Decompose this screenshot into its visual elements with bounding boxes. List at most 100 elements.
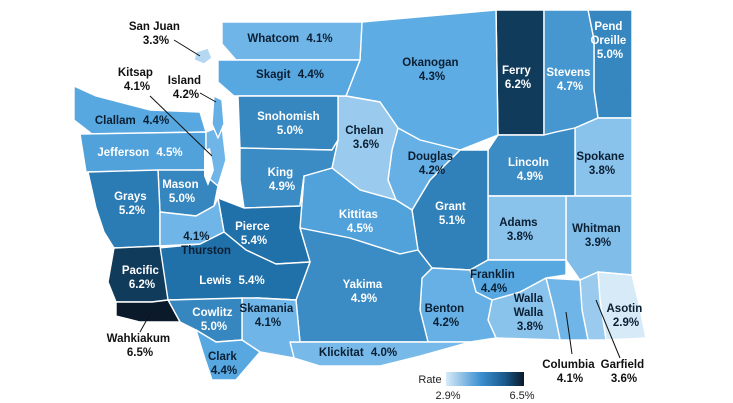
clallam-name: Clallam [95, 115, 136, 127]
label-cowlitz: Cowlitz 5.0% [192, 307, 235, 333]
label-columbia: Columbia 4.1% [542, 359, 598, 385]
lincoln-rate: 4.9% [517, 171, 543, 183]
benton-rate: 4.2% [433, 317, 459, 329]
wahkiakum-rate: 6.5% [127, 347, 153, 359]
label-san-juan: San Juan 3.3% [129, 21, 183, 47]
label-kittitas: Kittitas 4.5% [339, 209, 381, 235]
douglas-rate: 4.2% [419, 165, 445, 177]
garfield-rate: 3.6% [611, 373, 637, 385]
island-name: Island [168, 75, 201, 87]
clallam-rate: 4.4% [143, 115, 169, 127]
skamania-name: Skamania [240, 303, 294, 315]
county-san-juan[interactable] [193, 47, 213, 65]
label-pacific: Pacific 6.2% [122, 265, 162, 291]
label-lewis: Lewis 5.4% [199, 275, 264, 287]
hood-canal-water [204, 148, 214, 186]
county-clark[interactable] [195, 329, 261, 381]
kittitas-name: Kittitas [339, 209, 378, 221]
ferry-rate: 6.2% [505, 79, 531, 91]
label-benton: Benton 4.2% [425, 303, 468, 329]
walla-walla-name-1: Walla [514, 293, 544, 305]
label-klickitat: Klickitat 4.0% [319, 347, 397, 359]
label-lincoln: Lincoln 4.9% [508, 157, 552, 183]
walla-walla-rate: 3.8% [517, 321, 543, 333]
label-pend-oreille: Pend Oreille 5.0% [590, 21, 629, 61]
pacific-name: Pacific [122, 265, 160, 277]
garfield-name: Garfield [601, 359, 644, 371]
lewis-rate: 5.4% [238, 275, 264, 287]
county-thurston[interactable] [159, 197, 225, 247]
label-thurston: 4.1% Thurston [181, 231, 231, 257]
leader-kitsap [149, 95, 213, 157]
label-skagit: Skagit 4.4% [256, 69, 324, 81]
okanogan-name: Okanogan [402, 57, 458, 69]
benton-name: Benton [425, 303, 465, 315]
county-shapes [73, 9, 647, 381]
kittitas-rate: 4.5% [347, 223, 373, 235]
cowlitz-rate: 5.0% [201, 321, 227, 333]
columbia-rate: 4.1% [557, 373, 583, 385]
douglas-name: Douglas [408, 151, 453, 163]
san-juan-name: San Juan [129, 21, 180, 33]
pend-oreille-name-2: Oreille [590, 35, 626, 47]
leader-island [199, 92, 217, 103]
label-king: King 4.9% [268, 167, 297, 193]
thurston-name: Thurston [181, 245, 231, 257]
leader-garfield [595, 299, 621, 359]
county-snohomish[interactable] [237, 95, 339, 151]
pacific-rate: 6.2% [129, 279, 155, 291]
label-whatcom: Whatcom 4.1% [247, 33, 332, 45]
legend-min-label: 2.9% [435, 390, 460, 402]
grays-harbor-name: Grays [114, 191, 147, 203]
label-yakima: Yakima 4.9% [343, 279, 386, 305]
label-wahkiakum: Wahkiakum 6.5% [107, 333, 174, 359]
label-garfield: Garfield 3.6% [601, 359, 648, 385]
lincoln-name: Lincoln [508, 157, 549, 169]
skamania-rate: 4.1% [255, 317, 281, 329]
lewis-name: Lewis [199, 275, 231, 287]
pierce-name: Pierce [235, 221, 270, 233]
leader-san-juan [173, 39, 201, 57]
jefferson-rate: 4.5% [156, 147, 182, 159]
grant-rate: 5.1% [439, 215, 465, 227]
label-jefferson: Jefferson 4.5% [97, 147, 182, 159]
san-juan-rate: 3.3% [143, 35, 169, 47]
label-ferry: Ferry 6.2% [502, 65, 534, 91]
pierce-rate: 5.4% [241, 235, 267, 247]
whitman-name: Whitman [572, 223, 621, 235]
island-rate: 4.2% [173, 89, 199, 101]
legend: Rate 2.9% 6.5% [418, 372, 535, 402]
label-island: Island 4.2% [168, 75, 204, 101]
clark-name: Clark [208, 351, 237, 363]
label-pierce: Pierce 5.4% [235, 221, 273, 247]
county-wahkiakum[interactable] [115, 299, 181, 323]
chelan-rate: 3.6% [353, 139, 379, 151]
label-grays-harbor: Grays 5.2% [114, 191, 150, 217]
mason-name: Mason [162, 179, 198, 191]
whitman-rate: 3.9% [585, 237, 611, 249]
county-klickitat[interactable] [289, 341, 471, 367]
stevens-rate: 4.7% [557, 81, 583, 93]
kitsap-rate: 4.1% [124, 81, 150, 93]
jefferson-name: Jefferson [97, 147, 149, 159]
county-labels: San Juan 3.3% Kitsap 4.1% Island 4.2% Wh… [95, 21, 648, 385]
county-island[interactable] [211, 95, 225, 139]
kitsap-name: Kitsap [118, 67, 153, 79]
label-skamania: Skamania 4.1% [240, 303, 297, 329]
asotin-name: Asotin [607, 303, 643, 315]
chelan-name: Chelan [345, 125, 383, 137]
pend-oreille-name-1: Pend [594, 21, 622, 33]
klickitat-rate: 4.0% [371, 347, 397, 359]
skagit-rate: 4.4% [298, 69, 324, 81]
leader-wahkiakum [139, 313, 151, 333]
clark-rate: 4.4% [211, 365, 237, 377]
franklin-name: Franklin [470, 269, 515, 281]
leader-lines [139, 39, 621, 359]
label-stevens: Stevens 4.7% [546, 67, 593, 93]
walla-walla-name-2: Walla [514, 307, 544, 319]
thurston-rate: 4.1% [183, 231, 209, 243]
county-clallam[interactable] [73, 85, 207, 135]
label-clark: Clark 4.4% [208, 351, 240, 377]
label-mason: Mason 5.0% [162, 179, 202, 205]
